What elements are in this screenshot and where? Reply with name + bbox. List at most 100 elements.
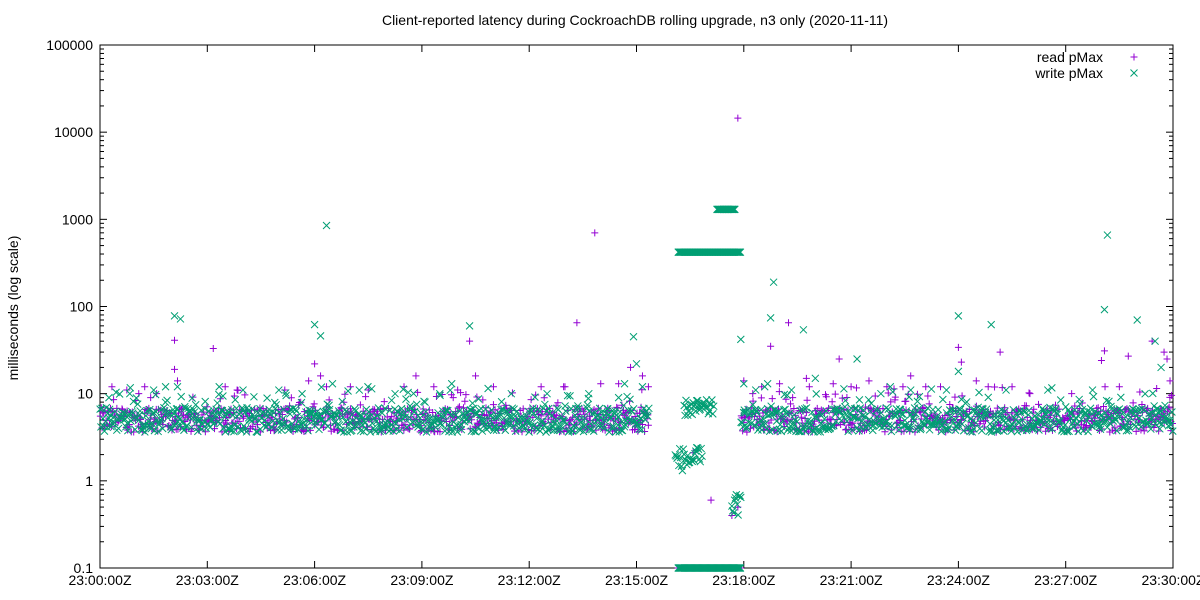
write-pmax-point [298, 389, 306, 398]
series-write-pmax [96, 205, 1177, 572]
write-pmax-point [915, 404, 923, 413]
read-pmax-point [303, 424, 311, 432]
read-pmax-point [412, 372, 420, 380]
write-pmax-point [517, 415, 526, 423]
read-pmax-point [489, 401, 497, 409]
write-pmax-point [435, 389, 444, 398]
write-pmax-point [136, 407, 144, 415]
read-pmax-point [861, 403, 869, 411]
write-pmax-point [549, 426, 558, 435]
x-tick-label-2: 23:06:00Z [283, 572, 346, 588]
write-pmax-point [284, 426, 293, 434]
read-pmax-point [1112, 427, 1120, 435]
write-pmax-point [151, 390, 160, 399]
write-pmax-point [597, 408, 606, 417]
write-pmax-point [800, 404, 809, 413]
write-pmax-point [297, 398, 306, 407]
write-pmax-point [1034, 410, 1043, 419]
write-pmax-point [812, 390, 821, 398]
write-pmax-point [288, 419, 296, 428]
write-pmax-point [561, 407, 570, 415]
write-pmax-point [180, 426, 188, 435]
write-pmax-point [1123, 418, 1132, 427]
write-pmax-point [954, 312, 963, 320]
write-pmax-point [507, 389, 516, 398]
write-pmax-point [783, 391, 792, 400]
read-pmax-point [1136, 388, 1144, 396]
write-pmax-point [96, 405, 104, 413]
y-tick-label-2: 10 [77, 386, 93, 402]
read-pmax-point [187, 427, 195, 435]
write-pmax-point [812, 413, 821, 422]
read-pmax-point [827, 416, 835, 424]
write-pmax-point [867, 399, 876, 408]
write-pmax-point [133, 400, 142, 408]
write-pmax-point [886, 382, 895, 391]
write-pmax-point [584, 389, 593, 398]
read-pmax-point [996, 348, 1004, 356]
read-pmax-point [241, 391, 249, 399]
read-pmax-point [430, 383, 438, 391]
write-pmax-point [810, 413, 819, 421]
write-pmax-point [969, 425, 978, 433]
read-pmax-point [259, 405, 267, 413]
write-pmax-point [736, 564, 745, 572]
write-pmax-point [766, 314, 775, 322]
read-pmax-point [768, 395, 776, 403]
write-pmax-point [316, 416, 325, 424]
write-pmax-point [728, 507, 737, 515]
write-pmax-point [516, 413, 525, 421]
write-pmax-point [339, 413, 347, 422]
write-pmax-point [488, 414, 497, 422]
write-pmax-point [816, 428, 825, 436]
write-pmax-point [128, 409, 137, 417]
write-pmax-point [523, 418, 532, 426]
write-pmax-point [1052, 408, 1061, 417]
write-pmax-point [201, 397, 210, 406]
write-pmax-point [423, 413, 432, 422]
read-pmax-point [924, 392, 932, 400]
x-tick-label-10: 23:30:00Z [1141, 572, 1200, 588]
write-pmax-point [402, 395, 410, 403]
write-pmax-point [177, 392, 186, 401]
write-pmax-point [1125, 423, 1134, 431]
write-pmax-point [105, 393, 113, 402]
read-pmax-point [1111, 424, 1119, 432]
write-pmax-point [339, 428, 348, 436]
write-pmax-point [798, 405, 807, 414]
read-pmax-point [743, 428, 751, 436]
write-pmax-point [682, 396, 690, 405]
write-pmax-point [1075, 395, 1084, 404]
read-pmax-point [843, 393, 851, 401]
write-pmax-point [1095, 420, 1104, 429]
write-pmax-point [215, 382, 224, 391]
write-pmax-point [618, 426, 627, 435]
read-pmax-point [842, 426, 850, 434]
write-pmax-point [142, 411, 150, 420]
write-pmax-point [291, 405, 300, 414]
write-pmax-point [513, 407, 521, 416]
write-pmax-point [607, 422, 616, 431]
write-pmax-point [275, 408, 283, 416]
write-pmax-point [437, 421, 446, 430]
read-pmax-point [401, 420, 409, 428]
write-pmax-point [174, 413, 183, 421]
write-pmax-point [739, 408, 748, 417]
write-pmax-point [1103, 423, 1112, 432]
write-pmax-point [620, 422, 629, 431]
write-pmax-point [508, 404, 517, 413]
write-pmax-point [1101, 409, 1110, 417]
read-pmax-point [1124, 352, 1132, 360]
write-pmax-point [1143, 419, 1152, 428]
write-pmax-point [638, 382, 647, 391]
read-pmax-point [767, 342, 775, 350]
write-pmax-point [227, 426, 235, 435]
write-pmax-point [538, 417, 547, 425]
write-pmax-point [729, 205, 738, 214]
read-pmax-point [270, 427, 278, 435]
write-pmax-point [1161, 401, 1169, 410]
x-tick-label-0: 23:00:00Z [68, 572, 131, 588]
write-pmax-point [915, 392, 924, 401]
write-pmax-point [735, 248, 744, 257]
write-pmax-point [866, 407, 875, 416]
